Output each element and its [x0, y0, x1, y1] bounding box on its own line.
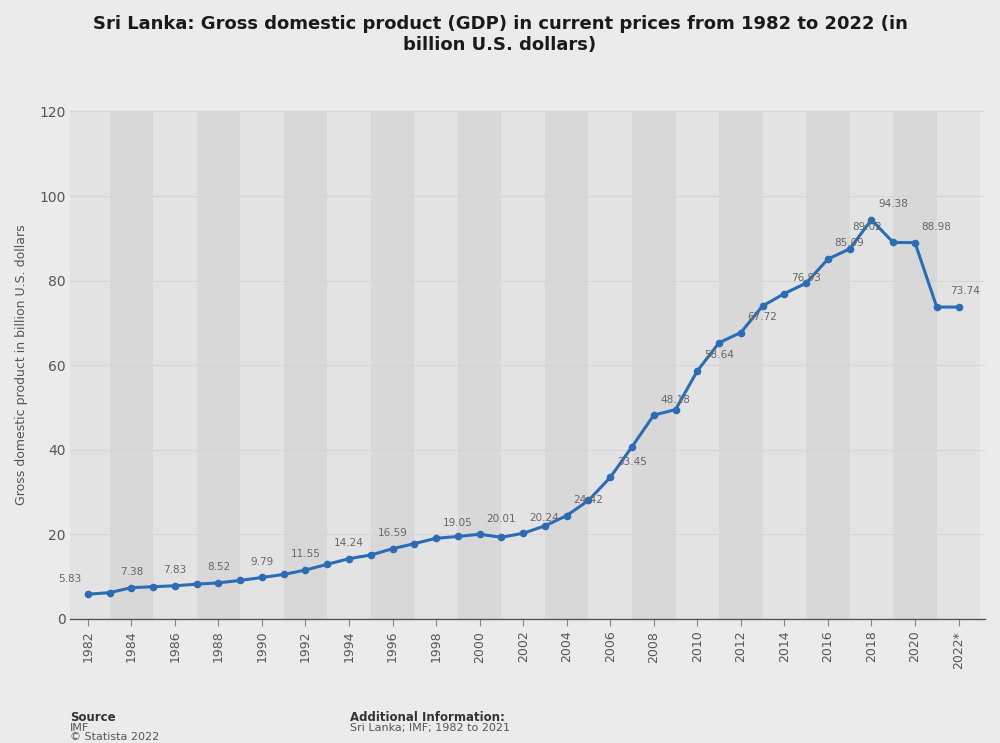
Bar	[458, 111, 501, 619]
Text: 58.64: 58.64	[704, 351, 734, 360]
Bar	[284, 111, 327, 619]
Text: 19.05: 19.05	[443, 518, 472, 528]
Bar	[327, 111, 371, 619]
Text: © Statista 2022: © Statista 2022	[70, 733, 159, 742]
Bar	[414, 111, 458, 619]
Text: 76.93: 76.93	[791, 273, 821, 283]
Text: 48.18: 48.18	[660, 395, 690, 405]
Text: 33.45: 33.45	[617, 457, 647, 467]
Bar	[763, 111, 806, 619]
Bar	[806, 111, 850, 619]
Bar	[588, 111, 632, 619]
Text: 20.01: 20.01	[486, 513, 516, 524]
Bar	[545, 111, 588, 619]
Text: 88.98: 88.98	[922, 222, 951, 232]
Bar	[197, 111, 240, 619]
Text: 73.74: 73.74	[950, 287, 980, 296]
Text: 11.55: 11.55	[291, 550, 320, 559]
Text: 85.09: 85.09	[834, 239, 864, 248]
Bar	[937, 111, 980, 619]
Bar	[719, 111, 763, 619]
Bar	[240, 111, 284, 619]
Text: 16.59: 16.59	[378, 528, 407, 538]
Bar	[632, 111, 676, 619]
Bar	[66, 111, 110, 619]
Bar	[893, 111, 937, 619]
Bar	[371, 111, 414, 619]
Text: Additional Information:: Additional Information:	[350, 712, 505, 724]
Text: 94.38: 94.38	[878, 199, 908, 210]
Text: 24.42: 24.42	[573, 495, 603, 505]
Text: Sri Lanka: Gross domestic product (GDP) in current prices from 1982 to 2022 (in
: Sri Lanka: Gross domestic product (GDP) …	[93, 15, 907, 53]
Text: 14.24: 14.24	[334, 538, 364, 548]
Text: 9.79: 9.79	[250, 557, 274, 567]
Text: 20.24: 20.24	[530, 513, 559, 523]
Text: Source: Source	[70, 712, 116, 724]
Bar	[850, 111, 893, 619]
Text: 5.83: 5.83	[58, 574, 81, 584]
Text: 89.02: 89.02	[853, 222, 882, 232]
Bar	[110, 111, 153, 619]
Y-axis label: Gross domestic product in billion U.S. dollars: Gross domestic product in billion U.S. d…	[15, 225, 28, 505]
Text: 7.38: 7.38	[120, 567, 143, 577]
Bar	[153, 111, 197, 619]
Text: 67.72: 67.72	[747, 312, 777, 322]
Bar	[676, 111, 719, 619]
Text: Sri Lanka; IMF; 1982 to 2021: Sri Lanka; IMF; 1982 to 2021	[350, 724, 510, 733]
Text: 7.83: 7.83	[163, 565, 186, 575]
Bar	[501, 111, 545, 619]
Text: 8.52: 8.52	[207, 562, 230, 572]
Text: IMF: IMF	[70, 724, 89, 733]
